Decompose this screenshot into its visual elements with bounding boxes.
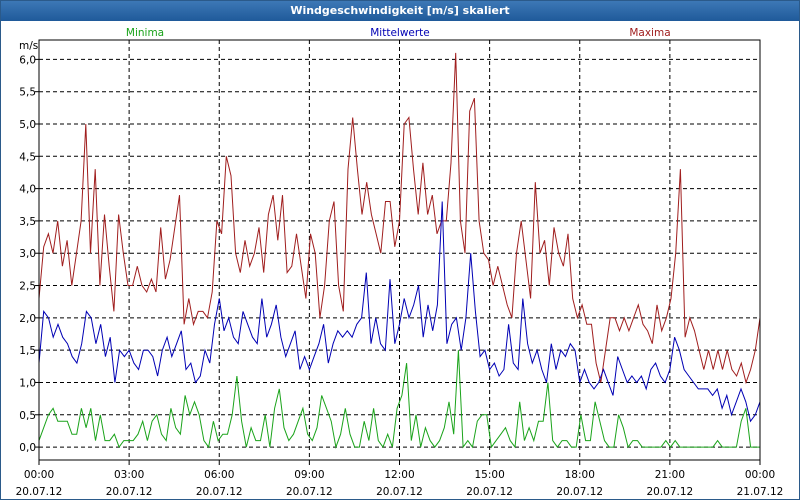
y-axis: 0,0 0,5 1,0 1,5 2,0 2,5 3,0 3,5 4,0 4,5 5,0 5,5 6,0 <box>19 54 39 454</box>
y-axis-label: m/s <box>19 40 38 52</box>
y-tick-label: 5,5 <box>19 87 36 99</box>
y-tick-label: 3,0 <box>19 248 36 260</box>
x-tick-time: 21:00 <box>655 469 685 481</box>
x-tick-time: 00:00 <box>745 469 775 481</box>
y-tick-label: 4,5 <box>19 151 36 163</box>
legend: Minima Mittelwerte Maxima <box>126 27 671 39</box>
series-mittelwerte-line <box>38 201 761 423</box>
x-tick-date: 20.07.12 <box>16 486 63 498</box>
x-tick-time: 03:00 <box>114 469 144 481</box>
x-tick-time: 06:00 <box>204 469 234 481</box>
chart-title: Windgeschwindigkeit [m/s] skaliert <box>1 1 799 21</box>
y-tick-label: 1,5 <box>19 345 36 357</box>
legend-minima: Minima <box>126 27 164 39</box>
y-tick-label: 0,0 <box>19 442 36 454</box>
x-tick-time: 00:00 <box>24 469 54 481</box>
x-tick-time: 15:00 <box>474 469 504 481</box>
y-tick-label: 4,0 <box>19 184 36 196</box>
y-tick-label: 5,0 <box>19 119 36 131</box>
x-tick-time: 18:00 <box>565 469 595 481</box>
x-tick-date: 21.07.12 <box>737 486 784 498</box>
x-tick-date: 20.07.12 <box>376 486 423 498</box>
x-tick-date: 20.07.12 <box>106 486 153 498</box>
legend-mittelwerte: Mittelwerte <box>370 27 430 39</box>
series-lines <box>38 52 761 450</box>
x-tick-date: 20.07.12 <box>646 486 693 498</box>
x-tick-date: 20.07.12 <box>556 486 603 498</box>
y-tick-label: 6,0 <box>19 54 36 66</box>
series-maxima-line <box>38 52 761 385</box>
y-tick-label: 3,5 <box>19 216 36 228</box>
series-minima-line <box>38 350 760 450</box>
legend-maxima: Maxima <box>629 27 670 39</box>
x-axis: 00:00 20.07.12 03:00 20.07.12 06:00 20.07.12 0… <box>16 460 784 498</box>
y-tick-label: 0,5 <box>19 410 36 422</box>
x-tick-time: 12:00 <box>384 469 414 481</box>
x-tick-date: 20.07.12 <box>286 486 333 498</box>
y-tick-label: 1,0 <box>19 377 36 389</box>
y-tick-label: 2,5 <box>19 281 36 293</box>
grid <box>39 40 760 460</box>
x-tick-time: 09:00 <box>294 469 324 481</box>
x-tick-date: 20.07.12 <box>196 486 243 498</box>
y-tick-label: 2,0 <box>19 313 36 325</box>
x-tick-date: 20.07.12 <box>466 486 513 498</box>
